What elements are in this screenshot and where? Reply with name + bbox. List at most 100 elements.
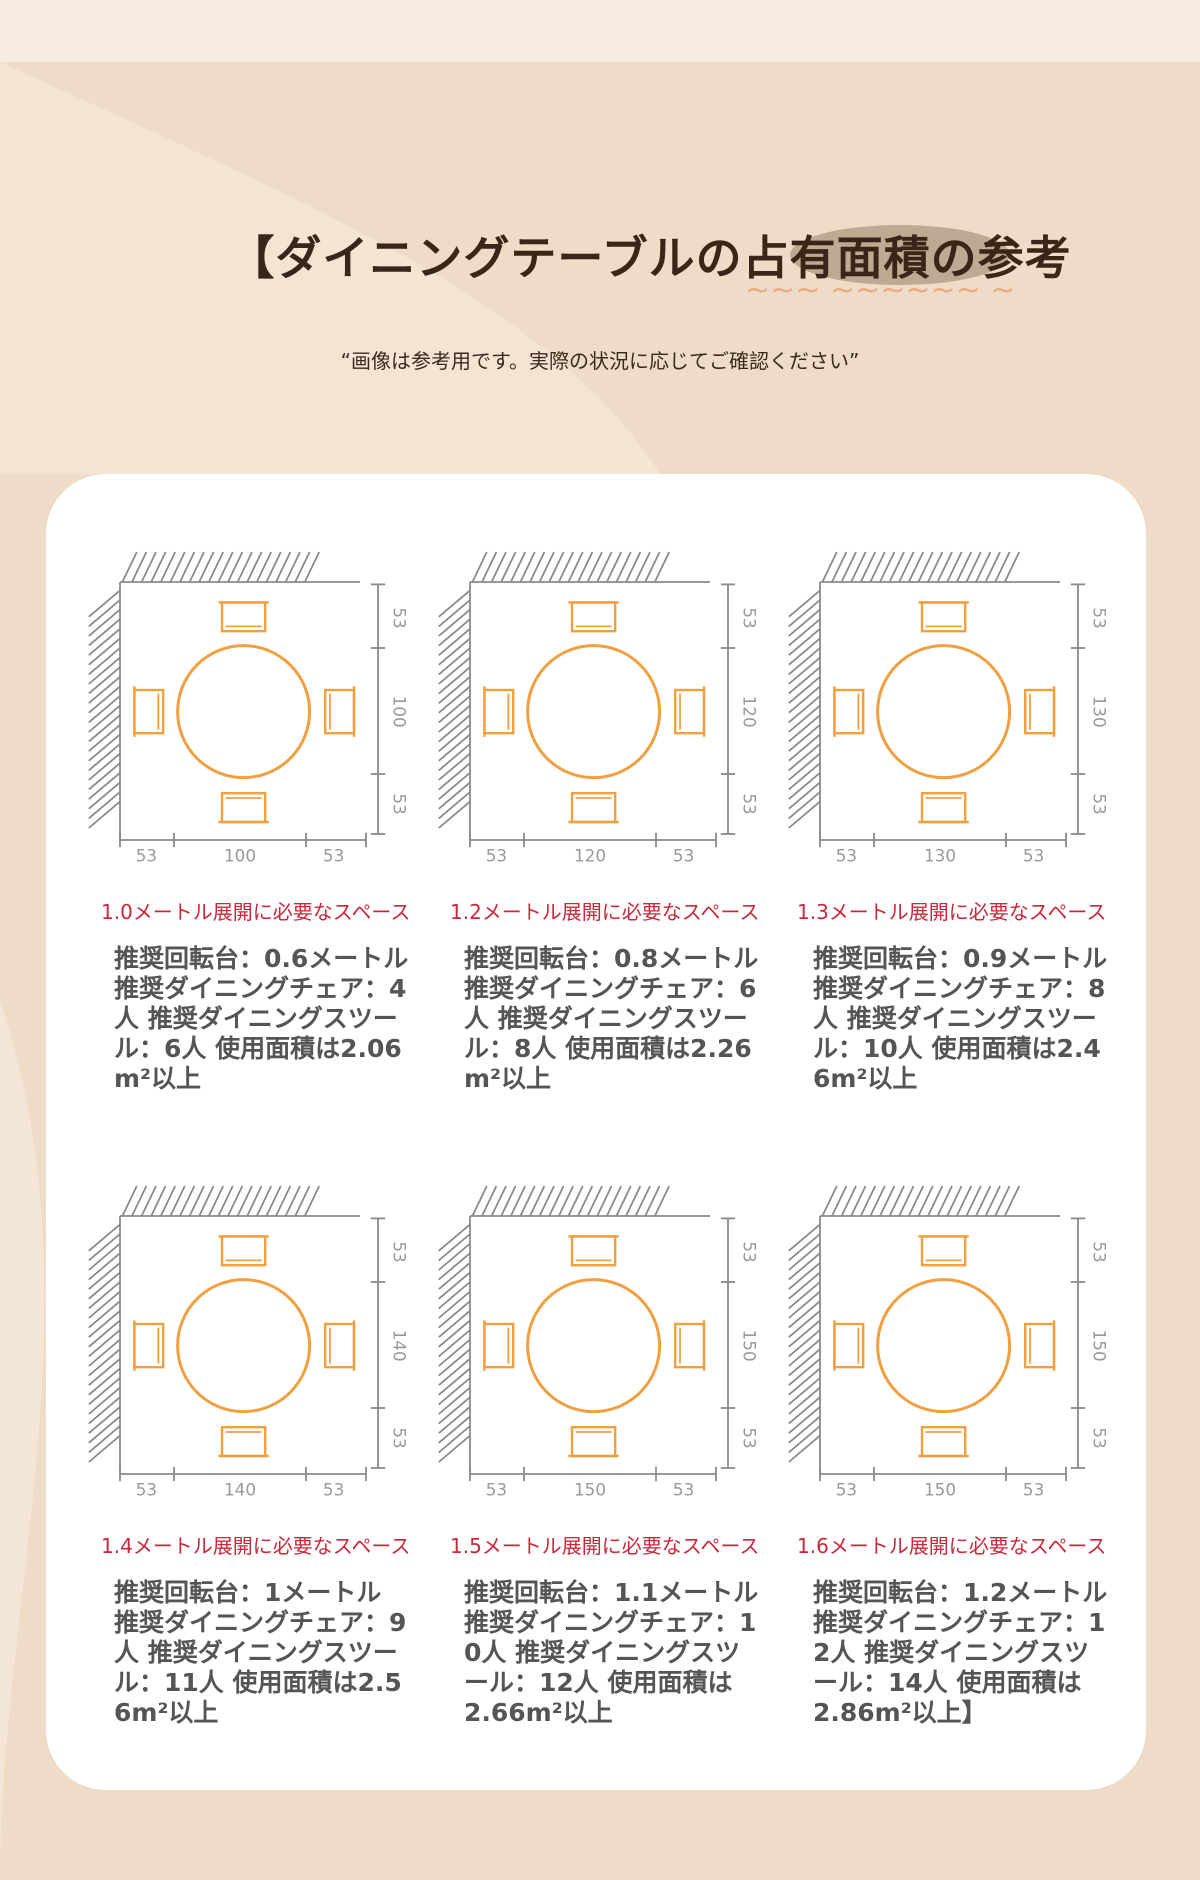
hatch <box>946 551 963 583</box>
hatch <box>586 551 603 583</box>
hatch <box>207 1185 225 1217</box>
hatch <box>438 1252 471 1281</box>
hatch <box>850 551 867 583</box>
dim-label: 53 <box>1023 1480 1044 1500</box>
hatch <box>788 1262 821 1290</box>
hatch <box>438 1396 471 1425</box>
hatch <box>438 1338 471 1367</box>
hatch <box>471 1185 488 1217</box>
hatch <box>936 1185 953 1217</box>
hatch <box>438 589 471 618</box>
hatch <box>198 1185 215 1217</box>
table <box>876 644 1012 780</box>
hatch <box>907 1185 925 1217</box>
chair <box>918 792 969 824</box>
hatch <box>438 637 471 666</box>
table <box>526 1278 662 1414</box>
hatch <box>788 637 821 666</box>
hatch <box>438 714 471 743</box>
hatch <box>438 1348 471 1377</box>
hatch <box>788 1396 821 1425</box>
hatch <box>188 1185 205 1217</box>
title: 【ダイニングテーブルの占有面積の参考 <box>228 231 1072 285</box>
hatch <box>438 656 471 685</box>
hatch <box>917 1185 934 1217</box>
hatch <box>88 589 121 618</box>
subtitle: “画像は参考用です。実際の状況に応じてご確認ください” <box>340 349 860 373</box>
dim-label: 140 <box>224 1480 256 1500</box>
hatch <box>438 800 471 829</box>
dim-label: 53 <box>673 1480 694 1500</box>
chair <box>1024 1320 1056 1371</box>
hatch <box>898 551 915 583</box>
hatch <box>88 1300 121 1329</box>
table <box>176 1278 312 1414</box>
hatch <box>121 551 138 583</box>
hatch <box>927 551 944 583</box>
hatch <box>490 551 507 583</box>
chair <box>918 1235 969 1267</box>
chair <box>674 1320 706 1371</box>
hatch <box>150 551 167 583</box>
dim-label: 53 <box>1090 1427 1110 1448</box>
hatch <box>788 685 821 714</box>
dim-label: 130 <box>1090 696 1110 728</box>
hatch <box>850 1185 867 1217</box>
hatch <box>88 704 121 733</box>
hatch <box>88 666 121 695</box>
hatch <box>490 1185 507 1217</box>
hatch <box>294 551 311 583</box>
chair <box>833 686 865 737</box>
dim-label: 53 <box>836 846 857 866</box>
hatch <box>788 1358 821 1386</box>
description: 推奨回転台：0.9メートル 推奨ダイニングチェア：8人 推奨ダイニングスツール：… <box>813 944 1108 1093</box>
hatch <box>917 551 934 583</box>
hatch <box>577 1185 594 1217</box>
hatch <box>438 733 471 762</box>
diagram: 53 120 53 53 120 53 <box>438 551 760 866</box>
hatch <box>994 551 1011 583</box>
hatch <box>88 618 121 647</box>
chair <box>833 1320 865 1371</box>
hatch <box>509 1185 527 1217</box>
top-band <box>0 0 1200 62</box>
hatch <box>1003 1185 1021 1217</box>
dim-label: 150 <box>924 1480 956 1500</box>
dim-label: 100 <box>390 696 410 728</box>
hatch <box>879 1185 896 1217</box>
diagrams: 53 100 53 53 100 53 53 120 53 53 120 53 53 130 53 53 130… <box>88 551 1110 1500</box>
hatch <box>88 1386 121 1415</box>
hatch <box>788 781 821 810</box>
chair <box>324 1320 356 1371</box>
hatch <box>438 1425 471 1454</box>
hatch <box>438 1262 471 1290</box>
dim-label: 130 <box>924 846 956 866</box>
chair <box>324 686 356 737</box>
hatch <box>88 676 121 704</box>
hatch <box>788 752 821 781</box>
hatch <box>788 704 821 733</box>
hatch <box>500 1185 517 1217</box>
hatch <box>529 551 546 583</box>
hatch <box>557 551 575 583</box>
hatch <box>88 608 121 637</box>
dim-label: 53 <box>1090 607 1110 628</box>
hatch <box>788 676 821 704</box>
dim-label: 53 <box>836 1480 857 1500</box>
hatch <box>634 1185 651 1217</box>
description: 推奨回転台：0.6メートル 推奨ダイニングチェア：4人 推奨ダイニングスツール：… <box>114 944 409 1093</box>
caption: 1.4メートル展開に必要なスペース <box>101 1534 411 1558</box>
hatch <box>821 551 838 583</box>
hatch <box>975 551 992 583</box>
hatch <box>788 1252 821 1281</box>
dim-label: 53 <box>1090 1241 1110 1262</box>
hatch <box>788 1223 821 1252</box>
hatch <box>88 1310 121 1338</box>
hatch <box>596 1185 613 1217</box>
caption: 1.6メートル展開に必要なスペース <box>797 1534 1107 1558</box>
hatch <box>481 1185 498 1217</box>
dim-label: 53 <box>390 1241 410 1262</box>
chair <box>568 1235 619 1267</box>
hatch <box>788 1242 821 1271</box>
